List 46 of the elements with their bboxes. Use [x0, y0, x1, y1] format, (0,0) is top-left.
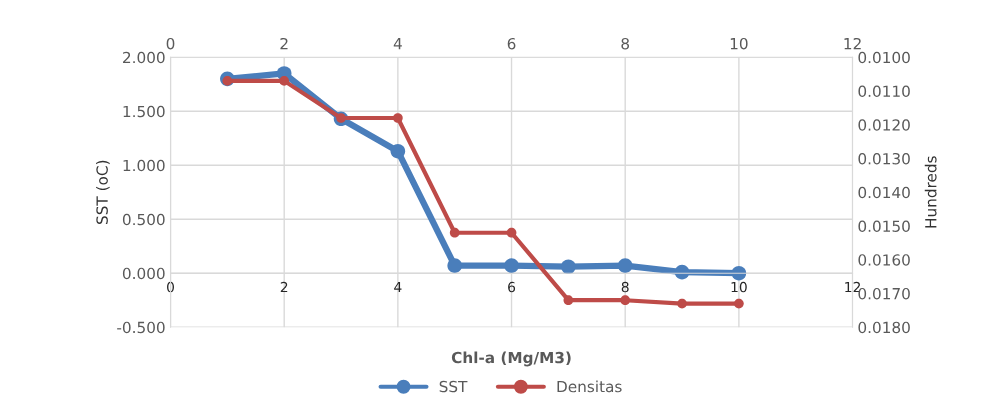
point	[504, 258, 519, 273]
y2-tick-label: 0.0150	[858, 220, 910, 232]
x2-tick-label: 2	[280, 37, 288, 50]
point	[506, 227, 517, 238]
x2-tick-label: 10	[730, 37, 748, 50]
x-tick-label: 2	[280, 281, 288, 293]
legend-label: Densitas	[557, 380, 622, 393]
point	[390, 143, 406, 159]
x-tick-label: 12	[845, 281, 860, 293]
y-tick-label: -0.500	[117, 321, 165, 334]
y2-tick-label: 0.0130	[858, 152, 910, 165]
point	[620, 295, 631, 306]
x-tick-label: 4	[394, 281, 402, 293]
y-tick-label: 1.500	[123, 105, 165, 118]
y2-tick-label: 0.0100	[858, 51, 910, 64]
y-tick-label: 0.000	[122, 267, 165, 280]
x2-tick-label: 12	[844, 37, 861, 50]
y2-tick-label: 0.0160	[858, 254, 910, 266]
x-tick-label: 10	[731, 281, 747, 293]
x-tick-label: 8	[621, 281, 629, 293]
point	[279, 76, 290, 86]
y2-tick-label: 0.0140	[858, 186, 910, 199]
y2-axis-title: Hundreds	[924, 156, 937, 228]
point	[617, 258, 633, 273]
point	[393, 113, 403, 123]
point	[561, 259, 576, 275]
y2-tick-label: 0.0170	[858, 287, 910, 300]
x-axis-title: Chl-a (Mg/M3)	[451, 351, 571, 367]
y-tick-label: 1.000	[123, 159, 165, 172]
x2-tick-label: 0	[166, 37, 175, 50]
point	[677, 298, 687, 309]
x2-tick-label: 8	[621, 37, 630, 50]
y-tick-label: 2.000	[123, 51, 165, 64]
x-tick-label: 6	[508, 281, 516, 293]
x2-tick-label: 6	[507, 37, 516, 50]
x2-tick-label: 4	[393, 38, 402, 50]
legend-label: SST	[439, 380, 468, 393]
y-axis-title: SST (oC)	[96, 160, 110, 224]
point	[563, 295, 574, 306]
y2-tick-label: 0.0110	[858, 85, 910, 98]
point	[734, 298, 744, 309]
point	[449, 227, 460, 238]
y-tick-label: 0.500	[122, 213, 165, 226]
point	[447, 258, 462, 273]
y2-tick-label: 0.0180	[858, 321, 910, 334]
y2-tick-label: 0.0120	[858, 119, 910, 131]
